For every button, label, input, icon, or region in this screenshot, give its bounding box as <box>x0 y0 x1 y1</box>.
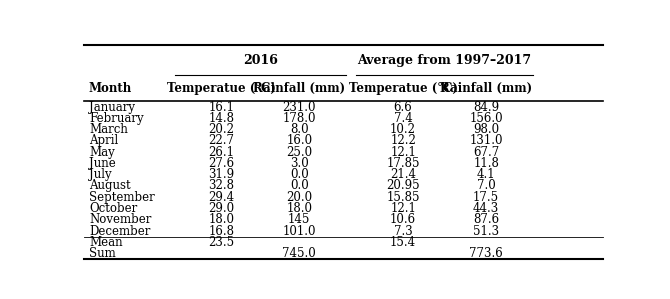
Text: 0.0: 0.0 <box>290 168 309 181</box>
Text: 18.0: 18.0 <box>286 202 312 215</box>
Text: January: January <box>89 101 135 114</box>
Text: 16.8: 16.8 <box>208 225 234 237</box>
Text: December: December <box>89 225 150 237</box>
Text: 6.6: 6.6 <box>394 101 413 114</box>
Text: 25.0: 25.0 <box>286 146 312 159</box>
Text: 84.9: 84.9 <box>473 101 499 114</box>
Text: Sum: Sum <box>89 247 116 260</box>
Text: October: October <box>89 202 137 215</box>
Text: 0.0: 0.0 <box>290 179 309 193</box>
Text: 178.0: 178.0 <box>283 112 316 125</box>
Text: 745.0: 745.0 <box>282 247 316 260</box>
Text: 14.8: 14.8 <box>208 112 234 125</box>
Text: 12.1: 12.1 <box>390 146 416 159</box>
Text: 16.0: 16.0 <box>286 135 312 147</box>
Text: 7.0: 7.0 <box>477 179 496 193</box>
Text: 145: 145 <box>288 213 310 226</box>
Text: 22.7: 22.7 <box>208 135 234 147</box>
Text: 10.2: 10.2 <box>390 123 416 136</box>
Text: June: June <box>89 157 116 170</box>
Text: Month: Month <box>89 82 132 95</box>
Text: 20.95: 20.95 <box>387 179 420 193</box>
Text: Temperatue (°C): Temperatue (°C) <box>167 82 276 95</box>
Text: 12.1: 12.1 <box>390 202 416 215</box>
Text: August: August <box>89 179 131 193</box>
Text: 21.4: 21.4 <box>390 168 416 181</box>
Text: 67.7: 67.7 <box>473 146 499 159</box>
Text: 87.6: 87.6 <box>473 213 499 226</box>
Text: 29.4: 29.4 <box>208 191 234 204</box>
Text: 12.2: 12.2 <box>390 135 416 147</box>
Text: 156.0: 156.0 <box>470 112 503 125</box>
Text: 15.85: 15.85 <box>387 191 420 204</box>
Text: 20.0: 20.0 <box>286 191 312 204</box>
Text: 18.0: 18.0 <box>208 213 234 226</box>
Text: 29.0: 29.0 <box>208 202 234 215</box>
Text: Average from 1997–2017: Average from 1997–2017 <box>358 54 532 67</box>
Text: 26.1: 26.1 <box>208 146 234 159</box>
Text: 101.0: 101.0 <box>283 225 316 237</box>
Text: 8.0: 8.0 <box>290 123 309 136</box>
Text: 17.85: 17.85 <box>387 157 420 170</box>
Text: 10.6: 10.6 <box>390 213 416 226</box>
Text: February: February <box>89 112 143 125</box>
Text: 51.3: 51.3 <box>473 225 499 237</box>
Text: September: September <box>89 191 155 204</box>
Text: 4.1: 4.1 <box>477 168 496 181</box>
Text: 44.3: 44.3 <box>473 202 499 215</box>
Text: Mean: Mean <box>89 236 123 249</box>
Text: 17.5: 17.5 <box>473 191 499 204</box>
Text: November: November <box>89 213 151 226</box>
Text: 98.0: 98.0 <box>473 123 499 136</box>
Text: Rainfall (mm): Rainfall (mm) <box>440 82 532 95</box>
Text: 20.2: 20.2 <box>208 123 234 136</box>
Text: 231.0: 231.0 <box>283 101 316 114</box>
Text: 11.8: 11.8 <box>473 157 499 170</box>
Text: 23.5: 23.5 <box>208 236 234 249</box>
Text: May: May <box>89 146 115 159</box>
Text: July: July <box>89 168 112 181</box>
Text: March: March <box>89 123 128 136</box>
Text: 27.6: 27.6 <box>208 157 234 170</box>
Text: 773.6: 773.6 <box>469 247 503 260</box>
Text: Temperatue (°C): Temperatue (°C) <box>348 82 458 95</box>
Text: 131.0: 131.0 <box>470 135 503 147</box>
Text: 32.8: 32.8 <box>208 179 234 193</box>
Text: Rainfall (mm): Rainfall (mm) <box>253 82 345 95</box>
Text: 31.9: 31.9 <box>208 168 234 181</box>
Text: 3.0: 3.0 <box>290 157 309 170</box>
Text: April: April <box>89 135 118 147</box>
Text: 7.3: 7.3 <box>394 225 413 237</box>
Text: 2016: 2016 <box>243 54 278 67</box>
Text: 16.1: 16.1 <box>208 101 234 114</box>
Text: 15.4: 15.4 <box>390 236 416 249</box>
Text: 7.4: 7.4 <box>394 112 413 125</box>
